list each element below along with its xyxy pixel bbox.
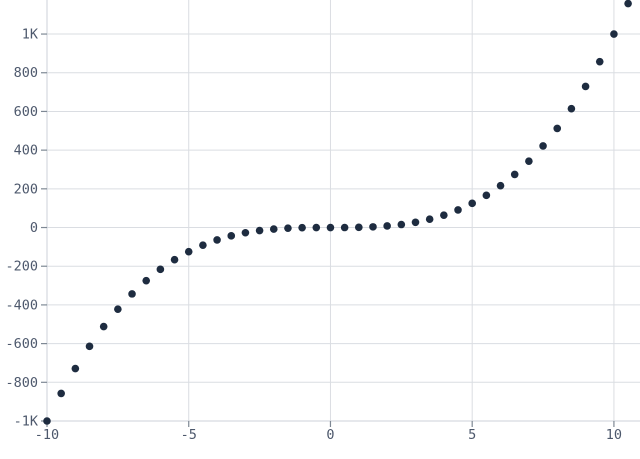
y-tick-label: -1K [14,414,39,430]
data-point [269,225,278,233]
data-point [482,191,491,200]
x-tick-label: 0 [326,427,334,443]
data-point [567,104,576,113]
data-point [355,223,363,232]
data-point [184,247,193,256]
data-point [326,223,335,232]
data-point [43,417,51,425]
y-tick-label: -400 [5,297,38,313]
data-point [581,82,590,91]
data-point [255,226,264,235]
data-point [468,199,476,208]
data-point [241,228,250,237]
data-point [369,223,377,231]
data-point [440,211,448,219]
y-tick-label: 1K [22,27,39,43]
data-point [425,215,434,224]
data-point [71,364,80,373]
data-point [170,255,179,264]
data-point [156,265,165,274]
data-point [199,241,207,249]
data-point [397,220,406,229]
x-tick-label: 5 [468,427,476,443]
data-point [57,389,65,398]
y-tick-label: -800 [5,375,38,391]
y-tick-label: -200 [5,259,38,275]
y-tick-label: 800 [14,65,38,81]
data-point [85,342,94,351]
data-point [510,170,519,179]
data-point [298,223,306,232]
y-tick-label: -600 [5,336,38,352]
x-tick-label: -5 [181,427,197,443]
y-tick-label: 400 [14,143,38,159]
y-tick-label: 200 [14,181,38,197]
data-point [411,218,420,227]
data-point [553,124,562,133]
data-point [227,232,236,240]
y-tick-label: 0 [30,220,38,236]
data-point [610,30,618,38]
data-point [496,181,505,190]
data-point [128,290,136,298]
data-point [312,223,321,232]
data-point [213,236,221,244]
data-point [284,224,292,232]
y-tick-label: 600 [14,104,38,120]
data-point [340,223,349,232]
x-tick-label: -10 [35,427,59,443]
data-point [525,157,533,165]
data-point [114,305,122,313]
data-point [539,142,547,150]
data-point [142,276,151,285]
data-point [383,222,391,230]
data-point [99,322,108,331]
data-point [454,206,462,214]
data-point [624,0,632,8]
x-tick-label: 10 [606,427,622,443]
data-point [595,57,604,66]
